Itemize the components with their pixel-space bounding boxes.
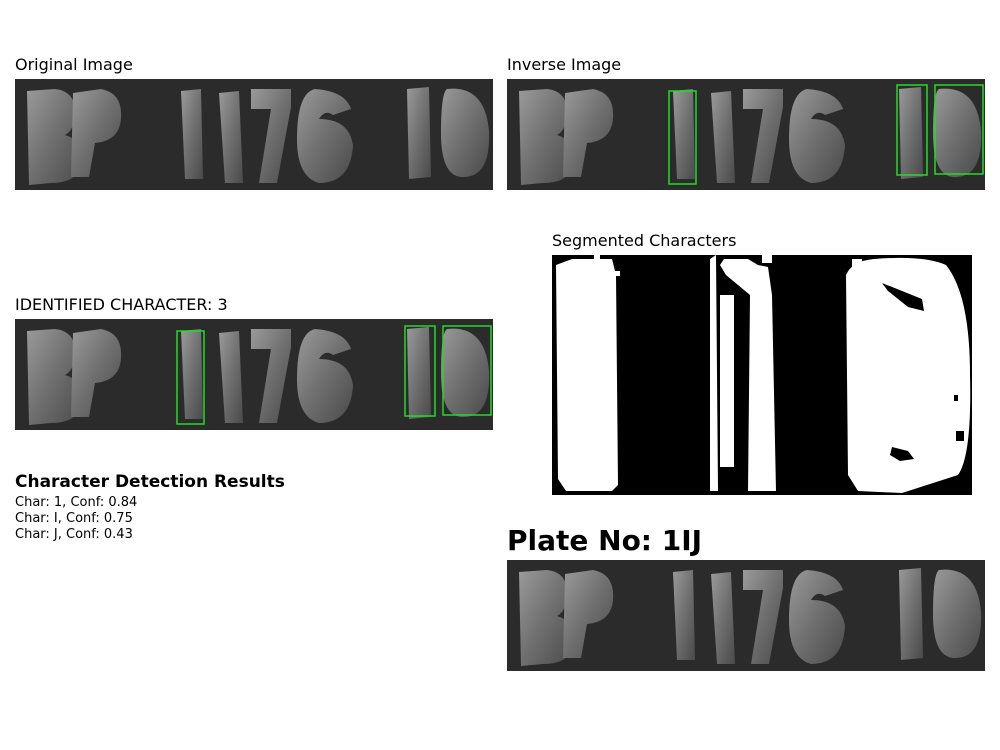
inverse-plate-image bbox=[507, 79, 985, 190]
original-image-label: Original Image bbox=[15, 55, 133, 74]
plate-number-title: Plate No: 1IJ bbox=[507, 524, 703, 557]
identified-character-label: IDENTIFIED CHARACTER: 3 bbox=[15, 295, 228, 314]
detection-box-1 bbox=[668, 90, 697, 185]
detection-box-2 bbox=[404, 325, 436, 417]
identified-plate-image bbox=[15, 319, 493, 430]
detection-results-title: Character Detection Results bbox=[15, 472, 285, 492]
detection-box-1 bbox=[176, 330, 205, 425]
detection-result-line: Char: I, Conf: 0.75 bbox=[15, 511, 133, 526]
original-plate-image bbox=[15, 79, 493, 190]
detection-box-3 bbox=[442, 325, 492, 416]
segmented-characters-label: Segmented Characters bbox=[552, 231, 737, 250]
detection-result-line: Char: J, Conf: 0.43 bbox=[15, 527, 133, 542]
detection-result-line: Char: 1, Conf: 0.84 bbox=[15, 495, 138, 510]
final-plate-image bbox=[507, 560, 985, 671]
segmented-characters-image bbox=[552, 255, 972, 495]
detection-box-2 bbox=[896, 84, 928, 176]
detection-box-3 bbox=[934, 84, 984, 175]
inverse-image-label: Inverse Image bbox=[507, 55, 622, 74]
